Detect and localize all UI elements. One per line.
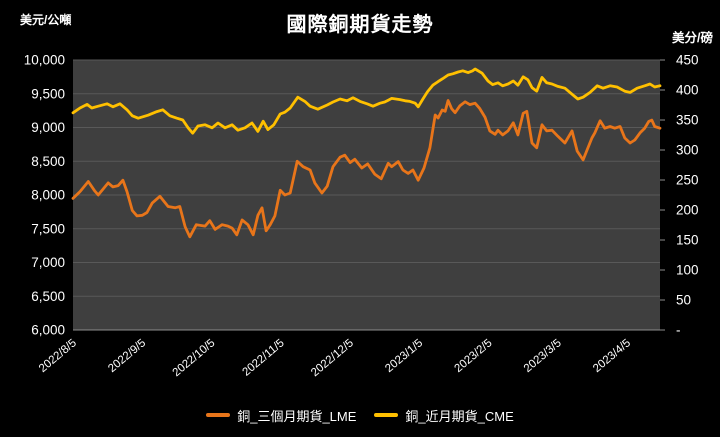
y-right-tick-label: 450 [676,53,699,68]
y-left-tick-label: 9,000 [31,120,65,135]
legend-swatch-lme [206,413,231,417]
y-left-tick-label: 7,000 [31,255,65,270]
y-left-tick-label: 6,000 [31,323,65,338]
y-left-tick-label: 8,500 [31,154,65,169]
y-left-tick-label: 6,500 [31,289,65,304]
y-right-tick-label: 300 [676,143,699,158]
y-right-tick-label: 250 [676,173,699,188]
y-right-tick-label: 150 [676,233,699,248]
legend-label-lme: 銅_三個月期貨_LME [237,408,357,424]
x-tick-label: 2023/2/5 [453,337,495,375]
right-axis-unit-label: 美分/磅 [672,31,713,45]
y-right-tick-label: 400 [676,83,699,98]
legend-label-cme: 銅_近月期貨_CME [405,408,514,424]
y-right-tick-label: - [676,323,681,338]
left-axis-unit-label: 美元/公噸 [20,13,72,27]
y-right-tick-label: 200 [676,203,699,218]
y-left-tick-label: 10,000 [24,53,65,68]
lme-series-line [71,99,662,239]
x-tick-label: 2022/10/5 [171,337,218,379]
y-right-tick-label: 50 [676,293,691,308]
legend-item-cme: 銅_近月期貨_CME [374,406,514,425]
y-right-tick-label: 100 [676,263,699,278]
legend: 銅_三個月期貨_LME 銅_近月期貨_CME [0,404,720,426]
x-tick-label: 2023/4/5 [591,337,633,375]
x-tick-label: 2022/8/5 [37,337,79,375]
x-tick-label: 2023/3/5 [522,337,564,375]
legend-item-lme: 銅_三個月期貨_LME [206,406,356,425]
x-tick-label: 2022/12/5 [309,337,356,379]
y-left-tick-label: 8,000 [31,188,65,203]
chart-title: 國際銅期貨走勢 [286,14,434,36]
y-left-tick-label: 9,500 [31,86,65,101]
legend-swatch-cme [374,413,399,417]
y-left-tick-label: 7,500 [31,221,65,236]
cme-series-line [71,67,662,135]
x-tick-label: 2022/9/5 [106,337,148,375]
x-tick-label: 2023/1/5 [383,337,425,375]
x-tick-label: 2022/11/5 [240,337,286,379]
y-right-tick-label: 350 [676,113,699,128]
